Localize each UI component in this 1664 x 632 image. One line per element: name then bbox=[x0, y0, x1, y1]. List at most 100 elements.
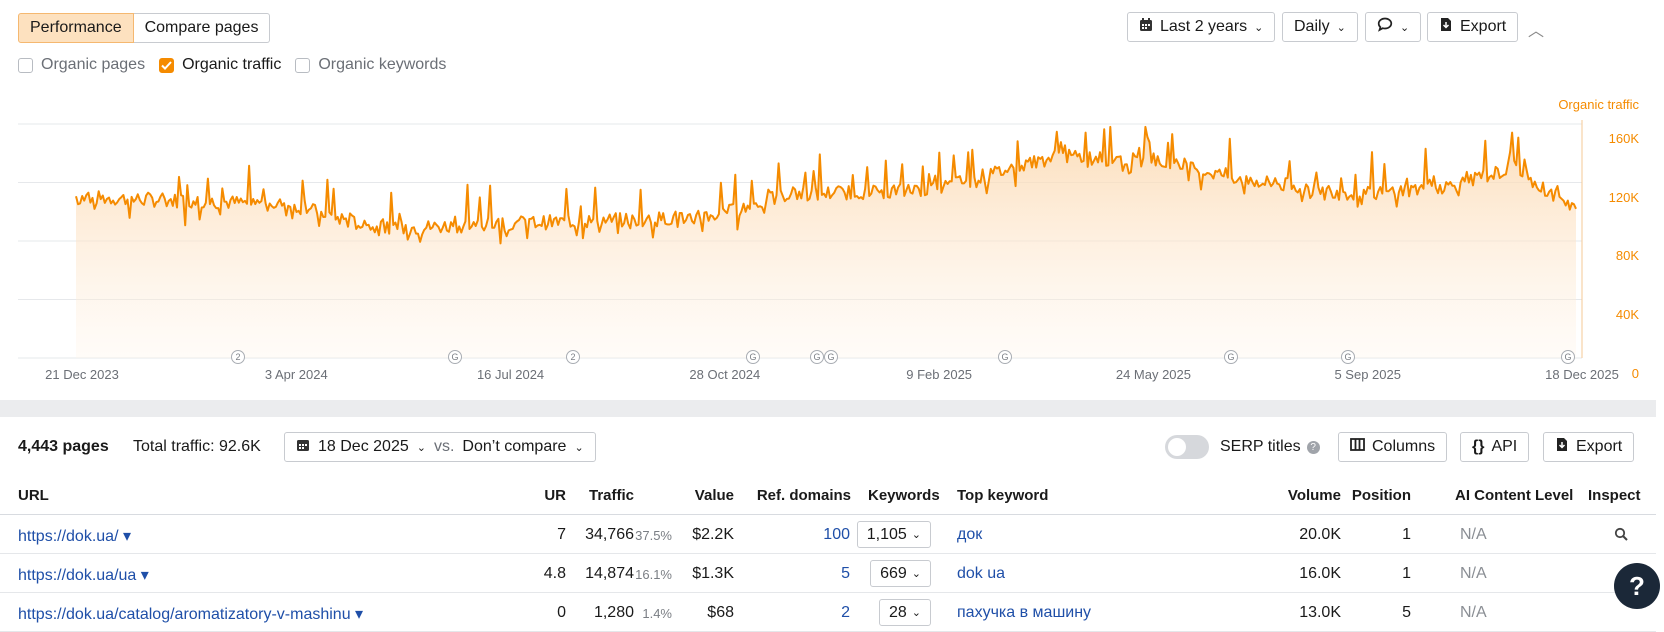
api-button[interactable]: {} API bbox=[1460, 432, 1530, 462]
keywords-count: 669 bbox=[880, 564, 907, 582]
annotations-dropdown[interactable]: ⌄ bbox=[1365, 12, 1422, 42]
url-link[interactable]: https://dok.ua/ ▾ bbox=[18, 528, 131, 545]
pages-table: URL UR Traffic Value Ref. domains Keywor… bbox=[0, 476, 1656, 632]
col-url[interactable]: URL bbox=[18, 487, 49, 504]
y-tick-label: 80K bbox=[1615, 248, 1639, 263]
traffic-value: 14,874 bbox=[585, 565, 634, 582]
volume-value: 13.0K bbox=[1299, 604, 1341, 621]
traffic-share: 16.1% bbox=[635, 567, 672, 582]
chevron-down-icon: ⌄ bbox=[416, 441, 426, 454]
ref-domains-link[interactable]: 2 bbox=[841, 604, 850, 621]
annotation-marker[interactable]: G bbox=[448, 350, 462, 364]
date-compare-picker[interactable]: 18 Dec 2025 ⌄ vs. Don’t compare ⌄ bbox=[284, 432, 596, 462]
metric-organic-pages[interactable]: Organic pages bbox=[18, 56, 145, 74]
metric-toggles: Organic pages Organic traffic Organic ke… bbox=[18, 56, 446, 74]
ref-domains-link[interactable]: 100 bbox=[823, 526, 850, 543]
pages-count: 4,443 pages bbox=[18, 438, 109, 455]
col-keywords[interactable]: Keywords bbox=[868, 487, 940, 504]
annotation-marker[interactable]: 2 bbox=[566, 350, 580, 364]
annotation-marker[interactable]: G bbox=[1224, 350, 1238, 364]
collapse-chevron-icon[interactable]: ︿ bbox=[1528, 23, 1545, 40]
annotation-marker[interactable]: G bbox=[998, 350, 1012, 364]
top-keyword-link[interactable]: пахучка в машину bbox=[957, 604, 1092, 621]
search-icon[interactable] bbox=[1614, 527, 1628, 546]
annotation-marker[interactable]: G bbox=[824, 350, 838, 364]
serp-titles-toggle[interactable] bbox=[1165, 435, 1209, 459]
serp-titles: SERP titles ? bbox=[1220, 438, 1320, 456]
section-divider bbox=[0, 400, 1656, 417]
date-range-dropdown[interactable]: Last 2 years ⌄ bbox=[1127, 12, 1276, 42]
braces-icon: {} bbox=[1472, 438, 1485, 455]
metric-organic-traffic[interactable]: Organic traffic bbox=[159, 56, 281, 74]
date-range-label: Last 2 years bbox=[1160, 18, 1248, 35]
position-value: 5 bbox=[1402, 604, 1411, 621]
help-icon[interactable]: ? bbox=[1306, 440, 1320, 454]
traffic-share: 37.5% bbox=[635, 528, 672, 543]
chevron-down-icon: ⌄ bbox=[1336, 21, 1346, 34]
tab-performance[interactable]: Performance bbox=[18, 13, 134, 43]
annotation-marker[interactable]: 2 bbox=[231, 350, 245, 364]
keywords-dropdown[interactable]: 1,105 ⌄ bbox=[856, 521, 931, 548]
top-keyword-link[interactable]: dok ua bbox=[957, 565, 1006, 582]
url-link[interactable]: https://dok.ua/ua ▾ bbox=[18, 567, 149, 584]
y-tick-label: 40K bbox=[1615, 306, 1639, 322]
traffic-share: 1.4% bbox=[642, 606, 672, 621]
x-tick-label: 28 Oct 2024 bbox=[689, 367, 761, 382]
col-value[interactable]: Value bbox=[694, 487, 734, 504]
col-top-keyword[interactable]: Top keyword bbox=[957, 487, 1049, 504]
metric-organic-keywords[interactable]: Organic keywords bbox=[295, 56, 446, 74]
volume-value: 16.0K bbox=[1299, 565, 1341, 582]
col-traffic[interactable]: Traffic bbox=[589, 487, 635, 504]
metric-label: Organic traffic bbox=[182, 56, 282, 73]
col-inspect: Inspect bbox=[1588, 487, 1641, 504]
keywords-dropdown[interactable]: 669 ⌄ bbox=[870, 560, 931, 587]
position-value: 1 bbox=[1402, 526, 1411, 543]
download-icon bbox=[1439, 17, 1453, 37]
metric-label: Organic keywords bbox=[318, 56, 447, 73]
col-ai-content-level[interactable]: AI Content Level bbox=[1455, 487, 1574, 504]
pages-toolbar: 4,443 pages Total traffic: 92.6K 18 Dec … bbox=[18, 432, 1646, 462]
col-ur[interactable]: UR bbox=[544, 487, 566, 504]
table-header: URL UR Traffic Value Ref. domains Keywor… bbox=[0, 476, 1656, 515]
chevron-down-icon: ⌄ bbox=[911, 529, 921, 541]
top-keyword-link[interactable]: док bbox=[957, 526, 983, 543]
export-chart-button[interactable]: Export bbox=[1427, 12, 1519, 42]
traffic-area bbox=[76, 126, 1576, 359]
url-link[interactable]: https://dok.ua/catalog/aromatizatory-v-m… bbox=[18, 606, 364, 623]
download-icon bbox=[1555, 437, 1569, 457]
col-position[interactable]: Position bbox=[1351, 487, 1411, 504]
x-tick-label: 9 Feb 2025 bbox=[906, 367, 973, 382]
tab-compare-pages[interactable]: Compare pages bbox=[133, 13, 271, 43]
ur-value: 7 bbox=[557, 526, 566, 543]
granularity-dropdown[interactable]: Daily ⌄ bbox=[1282, 12, 1358, 42]
annotation-marker[interactable]: G bbox=[746, 350, 760, 364]
keywords-count: 1,105 bbox=[866, 525, 907, 543]
api-label: API bbox=[1491, 438, 1518, 455]
metric-label: Organic pages bbox=[41, 56, 146, 73]
table-row: https://dok.ua/ua ▾ 4.8 14,874 16.1% $1.… bbox=[0, 554, 1656, 593]
annotation-marker[interactable]: G bbox=[1341, 350, 1355, 364]
export-table-button[interactable]: Export bbox=[1543, 432, 1635, 462]
ai-content-level: N/A bbox=[1460, 526, 1487, 543]
columns-button[interactable]: Columns bbox=[1338, 432, 1448, 462]
vs-label: vs. bbox=[433, 438, 455, 455]
granularity-label: Daily bbox=[1294, 18, 1330, 35]
col-ref-domains[interactable]: Ref. domains bbox=[756, 487, 851, 504]
value-amount: $2.2K bbox=[692, 526, 734, 543]
chevron-down-icon: ⌄ bbox=[574, 441, 584, 454]
compare-mode: Don’t compare bbox=[462, 438, 567, 455]
y-tick-label: 160K bbox=[1608, 131, 1639, 146]
checkbox-checked-icon bbox=[159, 57, 175, 73]
x-tick-label: 18 Dec 2025 bbox=[1545, 367, 1619, 382]
help-button[interactable]: ? bbox=[1614, 563, 1660, 609]
view-tabs: Performance Compare pages bbox=[18, 13, 271, 43]
annotation-marker[interactable]: G bbox=[810, 350, 824, 364]
serp-titles-label: SERP titles bbox=[1220, 438, 1301, 455]
comment-icon bbox=[1377, 17, 1393, 37]
checkbox-icon bbox=[295, 57, 311, 73]
ref-domains-link[interactable]: 5 bbox=[841, 565, 850, 582]
annotation-marker[interactable]: G bbox=[1561, 350, 1575, 364]
columns-label: Columns bbox=[1372, 438, 1436, 455]
col-volume[interactable]: Volume bbox=[1287, 487, 1341, 504]
ai-content-level: N/A bbox=[1460, 604, 1487, 621]
